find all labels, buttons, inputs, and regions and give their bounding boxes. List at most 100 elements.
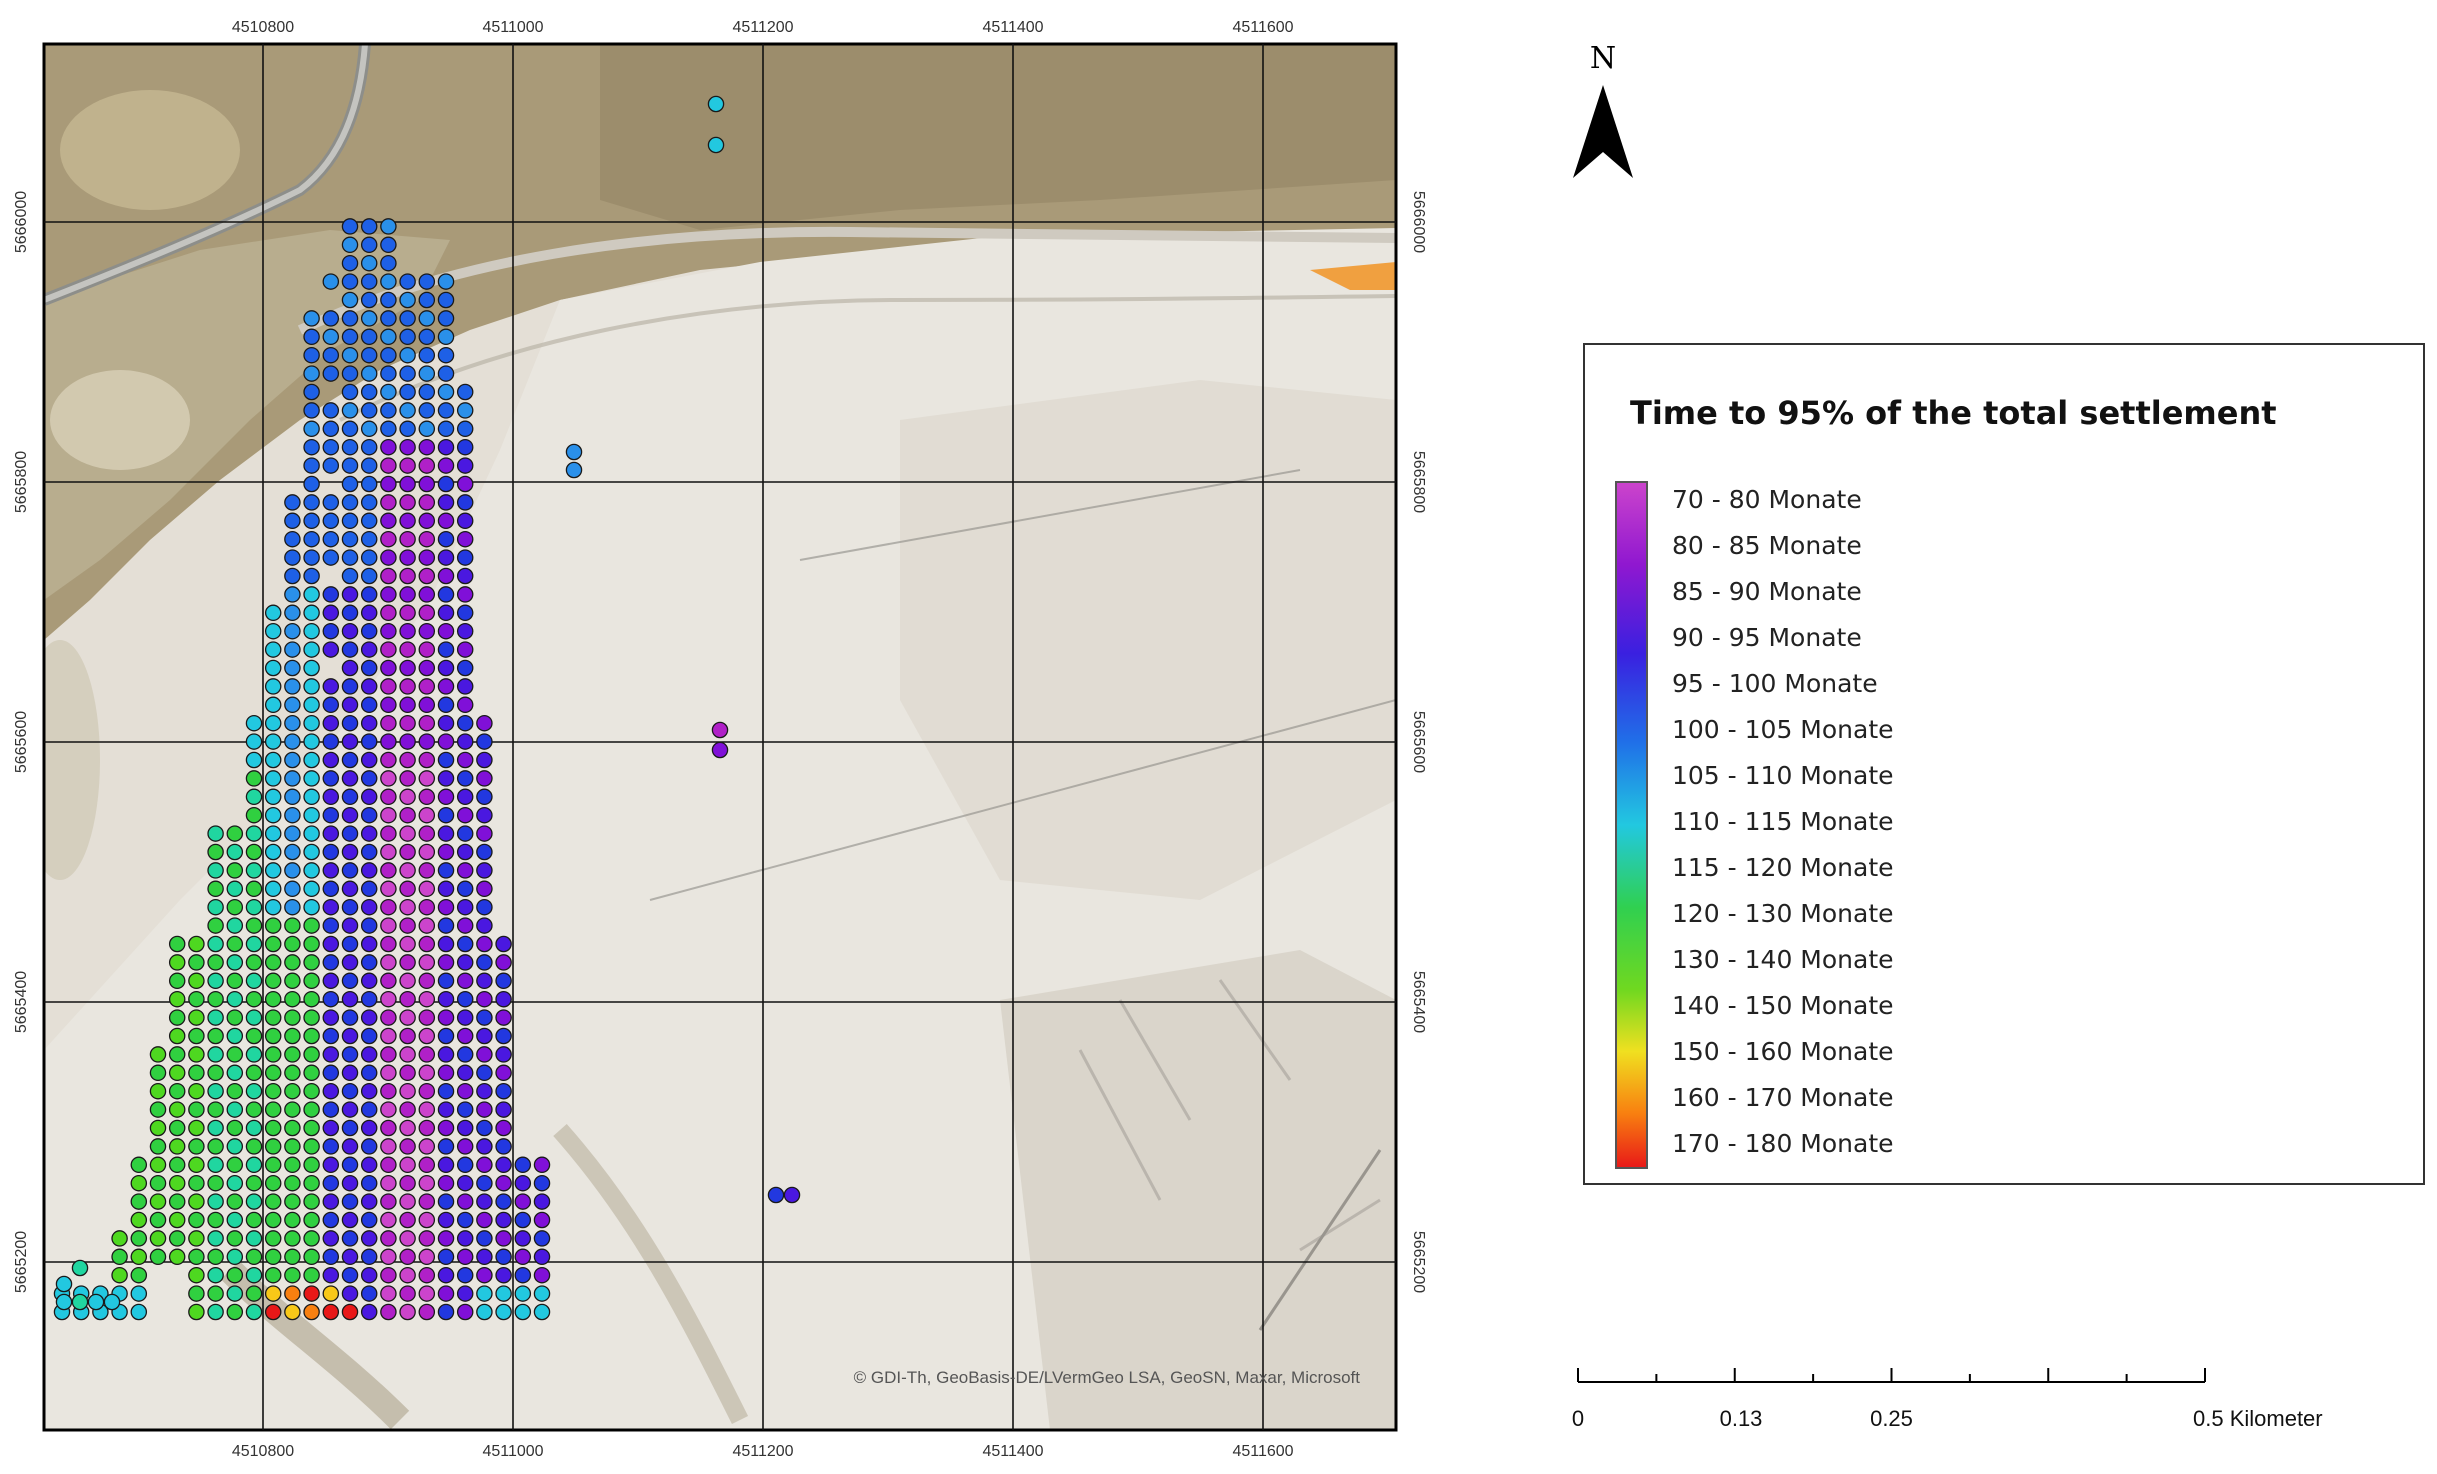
settlement-point: [767, 1186, 785, 1204]
settlement-point: [303, 1193, 320, 1210]
settlement-point: [149, 1193, 167, 1210]
settlement-point: [341, 512, 359, 530]
settlement-point: [207, 1082, 224, 1100]
settlement-point: [399, 825, 416, 842]
settlement-point: [264, 788, 282, 806]
settlement-point: [284, 954, 301, 971]
settlement-point: [188, 1248, 205, 1266]
legend-item-label: 95 - 100 Monate: [1672, 669, 1878, 698]
settlement-point: [456, 678, 474, 695]
settlement-point: [380, 383, 397, 401]
settlement-point: [418, 365, 436, 382]
settlement-point: [264, 622, 282, 640]
settlement-point: [437, 770, 455, 787]
settlement-point: [418, 530, 436, 548]
settlement-point: [322, 1119, 340, 1137]
settlement-point: [437, 1046, 455, 1063]
settlement-point: [130, 1174, 148, 1192]
settlement-point: [380, 1211, 397, 1229]
settlement-point: [399, 622, 416, 640]
settlement-point: [284, 567, 301, 585]
settlement-point: [476, 1285, 493, 1302]
settlement-point: [168, 990, 186, 1008]
settlement-point: [380, 1266, 397, 1284]
settlement-point: [399, 659, 416, 677]
settlement-point: [341, 420, 359, 438]
settlement-point: [322, 733, 340, 750]
settlement-point: [399, 328, 416, 346]
settlement-point: [456, 1046, 474, 1063]
settlement-point: [322, 530, 340, 548]
settlement-point: [303, 438, 320, 456]
settlement-point: [207, 990, 224, 1008]
settlement-point: [360, 825, 378, 842]
legend-title: Time to 95% of the total settlement: [1630, 394, 2277, 432]
settlement-point: [207, 1248, 224, 1266]
settlement-point: [437, 1266, 455, 1284]
settlement-point: [360, 1027, 378, 1045]
settlement-point: [188, 1303, 205, 1321]
settlement-point: [711, 721, 729, 739]
settlement-point: [341, 990, 359, 1008]
settlement-point: [565, 443, 583, 461]
settlement-point: [456, 586, 474, 603]
settlement-point: [341, 236, 359, 254]
x-tick-label-top: 4510800: [232, 19, 294, 36]
settlement-point: [514, 1266, 532, 1284]
settlement-point: [399, 1266, 416, 1284]
settlement-point: [322, 622, 340, 640]
settlement-point: [437, 714, 455, 732]
settlement-point: [245, 1119, 263, 1137]
settlement-point: [495, 1046, 512, 1063]
settlement-point: [418, 1266, 436, 1284]
settlement-point: [341, 310, 359, 327]
settlement-point: [264, 898, 282, 916]
settlement-point: [399, 990, 416, 1008]
settlement-point: [168, 1082, 186, 1100]
settlement-point: [341, 1156, 359, 1174]
settlement-point: [418, 438, 436, 456]
settlement-point: [360, 530, 378, 548]
settlement-point: [360, 586, 378, 603]
settlement-point: [226, 1009, 244, 1026]
settlement-point: [533, 1193, 551, 1210]
settlement-point: [245, 1064, 263, 1082]
settlement-point: [360, 917, 378, 934]
settlement-point: [284, 788, 301, 806]
settlement-point: [476, 1156, 493, 1174]
settlement-point: [380, 770, 397, 787]
settlement-point: [264, 714, 282, 732]
settlement-point: [437, 512, 455, 530]
settlement-point: [418, 714, 436, 732]
settlement-point: [495, 935, 512, 953]
settlement-point: [284, 1082, 301, 1100]
settlement-point: [380, 310, 397, 327]
settlement-point: [284, 494, 301, 511]
settlement-point: [495, 1082, 512, 1100]
legend-item-label: 120 - 130 Monate: [1672, 899, 1894, 928]
settlement-point: [322, 1009, 340, 1026]
settlement-point: [207, 1174, 224, 1192]
settlement-point: [399, 714, 416, 732]
settlement-point: [380, 659, 397, 677]
settlement-point: [399, 1119, 416, 1137]
settlement-point: [360, 604, 378, 622]
settlement-point: [456, 898, 474, 916]
settlement-point: [322, 494, 340, 511]
settlement-point: [341, 917, 359, 934]
settlement-point: [380, 678, 397, 695]
settlement-point: [303, 475, 320, 493]
settlement-point: [456, 714, 474, 732]
settlement-point: [360, 328, 378, 346]
settlement-point: [303, 457, 320, 474]
settlement-point: [303, 1211, 320, 1229]
settlement-point: [399, 420, 416, 438]
settlement-point: [360, 622, 378, 640]
settlement-point: [303, 788, 320, 806]
settlement-point: [360, 402, 378, 419]
settlement-point: [418, 1230, 436, 1247]
settlement-point: [188, 1174, 205, 1192]
settlement-point: [514, 1230, 532, 1247]
settlement-point: [533, 1211, 551, 1229]
settlement-point: [284, 1101, 301, 1118]
